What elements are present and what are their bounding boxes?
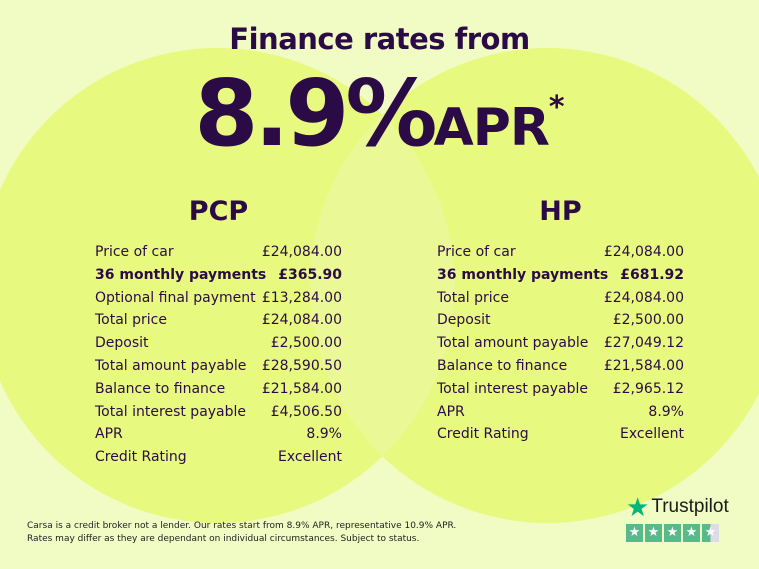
trustpilot-name: Trustpilot [651, 496, 729, 517]
row-label: Balance to finance [95, 380, 226, 397]
table-row: Total amount payable £28,590.50 [95, 355, 342, 378]
rate-asterisk: * [548, 90, 565, 125]
table-row: Balance to finance £21,584.00 [437, 355, 684, 378]
table-row: Price of car £24,084.00 [437, 241, 684, 264]
row-value: £2,500.00 [612, 312, 684, 329]
row-value: £365.90 [278, 266, 342, 283]
row-label: Total amount payable [437, 335, 589, 352]
headline: Finance rates from [229, 22, 530, 56]
star-icon: ★ [626, 492, 650, 522]
row-value: £24,084.00 [261, 244, 342, 260]
row-label: Total interest payable [437, 380, 589, 397]
table-row: Credit Rating Excellent [95, 446, 342, 469]
circle-overlap [310, 48, 759, 523]
table-row: Total price £24,084.00 [437, 287, 684, 310]
row-value: £24,084.00 [603, 289, 684, 306]
row-value: £681.92 [620, 266, 684, 283]
rating-half-star-icon: ★ [702, 524, 719, 542]
row-value: Excellent [278, 449, 342, 466]
row-value: 8.9% [306, 426, 342, 443]
rating-star-icon: ★ [683, 524, 700, 542]
row-label: Price of car [437, 244, 516, 260]
row-value: £13,284.00 [261, 289, 342, 306]
table-row: Price of car £24,084.00 [95, 241, 342, 264]
row-value: £4,506.50 [270, 403, 342, 420]
row-label: 36 monthly payments [95, 266, 267, 283]
row-label: Balance to finance [437, 357, 568, 374]
table-row: APR 8.9% [437, 401, 684, 424]
rate-display: 8.9%APR* [0, 64, 759, 164]
row-label: Deposit [95, 335, 149, 352]
table-row: APR 8.9% [95, 423, 342, 446]
row-label: 36 monthly payments [437, 266, 609, 283]
trustpilot-rating: ★ ★ ★ ★ ★ [626, 524, 729, 542]
table-row: 36 monthly payments £681.92 [437, 264, 684, 287]
pcp-title: PCP [188, 196, 249, 227]
table-row: Total interest payable £2,965.12 [437, 378, 684, 401]
hp-table: HP Price of car £24,084.00 36 monthly paym… [437, 196, 684, 446]
row-value: £24,084.00 [261, 312, 342, 329]
row-label: Price of car [95, 244, 174, 260]
rate-value: 8.9% [194, 60, 437, 167]
table-row: Total price £24,084.00 [95, 309, 342, 332]
pcp-table: PCP Price of car £24,084.00 36 monthly pay… [95, 196, 342, 469]
table-row: Total amount payable £27,049.12 [437, 332, 684, 355]
table-row: Credit Rating Excellent [437, 423, 684, 446]
row-label: APR [437, 403, 465, 420]
disclaimer-line: Rates may differ as they are dependant o… [27, 534, 420, 544]
row-label: Total amount payable [95, 357, 247, 374]
row-label: Credit Rating [95, 449, 187, 466]
row-label: Total price [95, 312, 167, 329]
row-value: 8.9% [648, 403, 684, 420]
row-label: Total interest payable [95, 403, 247, 420]
disclaimer-line: Carsa is a credit broker not a lender. O… [27, 521, 457, 531]
table-row: Optional final payment £13,284.00 [95, 287, 342, 310]
table-row: Deposit £2,500.00 [95, 332, 342, 355]
row-value: £21,584.00 [261, 380, 342, 397]
row-value: £21,584.00 [603, 357, 684, 374]
row-value: £24,084.00 [603, 244, 684, 260]
rating-star-icon: ★ [664, 524, 681, 542]
rating-star-icon: ★ [645, 524, 662, 542]
row-label: Credit Rating [437, 426, 529, 443]
hp-title: HP [539, 196, 582, 227]
table-row: 36 monthly payments £365.90 [95, 264, 342, 287]
row-value: Excellent [620, 426, 684, 443]
row-value: £2,965.12 [612, 380, 684, 397]
trustpilot-badge[interactable]: ★ Trustpilot ★ ★ ★ ★ ★ [626, 494, 729, 542]
row-label: Deposit [437, 312, 491, 329]
table-row: Balance to finance £21,584.00 [95, 378, 342, 401]
disclaimer: Carsa is a credit broker not a lender. O… [27, 520, 456, 546]
table-row: Deposit £2,500.00 [437, 309, 684, 332]
row-label: Total price [437, 289, 509, 306]
row-label: APR [95, 426, 123, 443]
table-row: Total interest payable £4,506.50 [95, 401, 342, 424]
rate-unit: APR [433, 98, 550, 158]
row-label: Optional final payment [95, 289, 256, 306]
row-value: £27,049.12 [603, 335, 684, 352]
row-value: £2,500.00 [270, 335, 342, 352]
row-value: £28,590.50 [261, 357, 342, 374]
rating-star-icon: ★ [626, 524, 643, 542]
